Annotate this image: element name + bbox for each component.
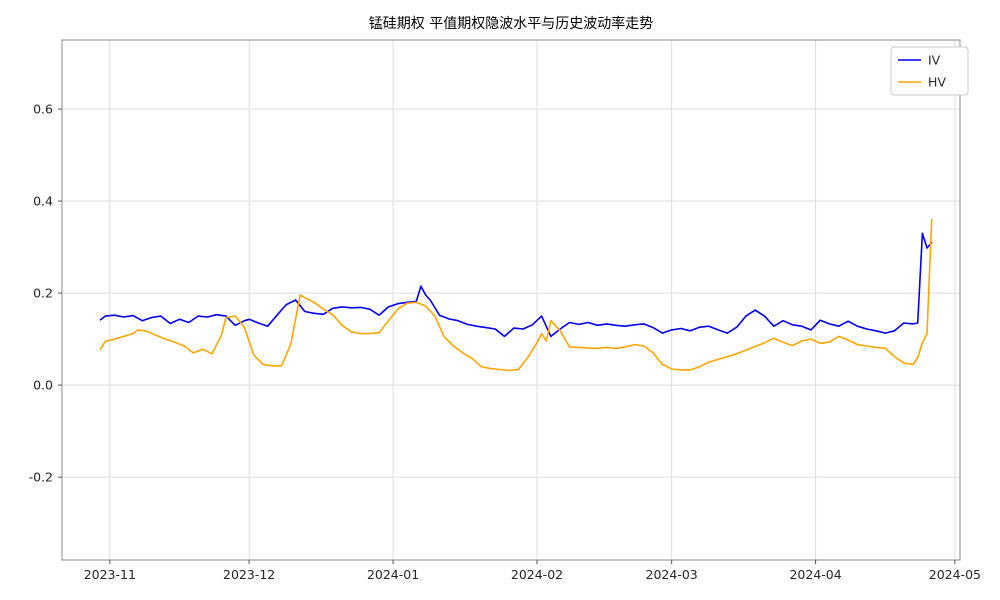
y-tick-label: 0.2 (33, 286, 53, 301)
iv-line (99, 232, 933, 338)
x-tick-label: 2024-04 (789, 567, 841, 582)
x-tick-label: 2023-11 (84, 567, 136, 582)
x-tick-label: 2024-03 (646, 567, 698, 582)
legend-iv-label: IV (928, 53, 941, 68)
hv-line (99, 218, 933, 372)
y-tick-label: 0.6 (33, 102, 53, 117)
y-tick-label: 0.4 (33, 194, 53, 209)
y-tick-label: 0.0 (33, 378, 53, 393)
x-tick-label: 2024-02 (511, 567, 563, 582)
legend-hv-label: HV (928, 75, 946, 90)
plot-border (61, 39, 961, 561)
x-tick-label: 2023-12 (223, 567, 275, 582)
x-tick-label: 2024-01 (367, 567, 419, 582)
x-tick-label: 2024-05 (929, 567, 981, 582)
y-tick-label: -0.2 (29, 470, 53, 485)
chart-title: 锰硅期权 平值期权隐波水平与历史波动率走势 (369, 15, 653, 32)
legend-box (890, 46, 969, 96)
